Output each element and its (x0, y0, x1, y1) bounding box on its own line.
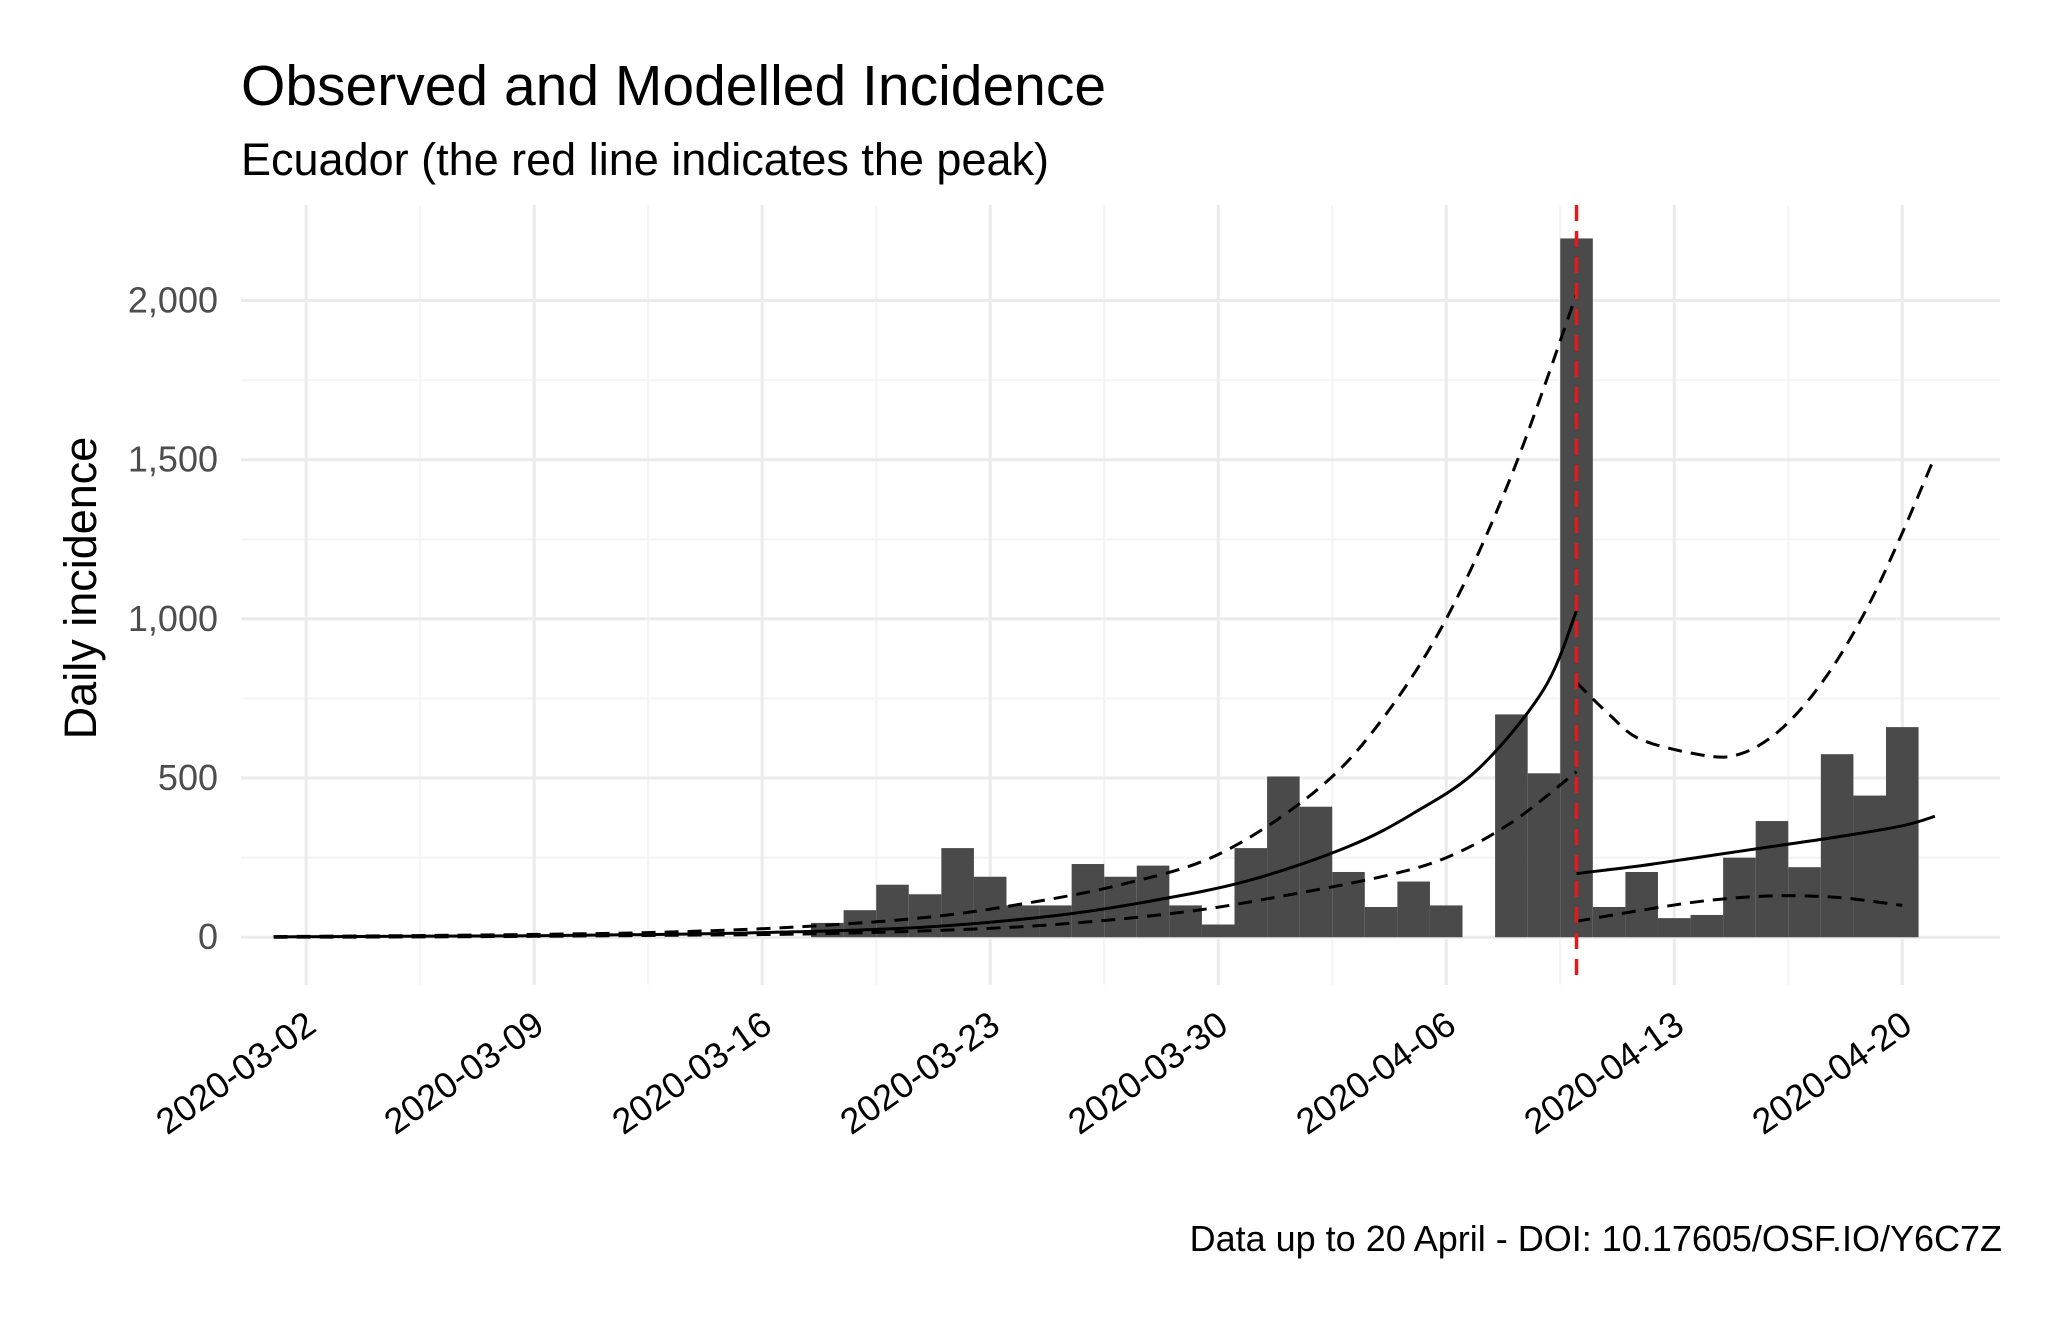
incidence-bar (1788, 867, 1821, 938)
y-axis-label: Daily incidence (55, 437, 106, 740)
y-tick-labels: 0 500 1,000 1,500 2,000 (128, 280, 218, 958)
incidence-bar (1592, 907, 1626, 938)
model-bound-line (1575, 455, 1937, 759)
model-bound-line (1576, 894, 1903, 923)
x-tick-label: 2020-03-09 (376, 1003, 550, 1142)
chart-subtitle: Ecuador (the red line indicates the peak… (241, 134, 1049, 185)
x-tick-label: 2020-03-02 (148, 1003, 322, 1142)
y-tick-label: 0 (198, 916, 218, 957)
incidence-bar (1234, 848, 1268, 938)
x-tick-label: 2020-03-23 (832, 1003, 1006, 1142)
incidence-bar (1755, 821, 1789, 938)
x-tick-label: 2020-04-06 (1288, 1003, 1462, 1142)
incidence-bar (1853, 795, 1886, 938)
incidence-bar (1397, 881, 1430, 938)
x-tick-label: 2020-03-30 (1060, 1003, 1234, 1142)
incidence-bar (1690, 914, 1724, 938)
x-tick-label: 2020-04-20 (1744, 1003, 1918, 1142)
incidence-bar (1201, 924, 1235, 938)
chart-title: Observed and Modelled Incidence (241, 54, 1107, 118)
grid-layer (241, 205, 2000, 985)
x-tick-label: 2020-04-13 (1516, 1003, 1690, 1142)
incidence-bar (1560, 238, 1593, 938)
y-tick-label: 500 (158, 757, 218, 798)
incidence-bar (941, 848, 974, 938)
y-tick-label: 2,000 (128, 280, 218, 321)
incidence-bar (1364, 907, 1398, 938)
incidence-bar (1071, 864, 1105, 938)
incidence-bar (1657, 918, 1691, 938)
y-tick-label: 1,000 (128, 598, 218, 639)
x-tick-label: 2020-03-16 (604, 1003, 778, 1142)
incidence-bar (1039, 905, 1072, 938)
incidence-bar (1429, 905, 1463, 938)
bar-layer (811, 238, 1919, 938)
chart-caption: Data up to 20 April - DOI: 10.17605/OSF.… (1189, 1218, 2002, 1259)
incidence-bar (1299, 806, 1333, 938)
model-median-line (273, 610, 1578, 939)
x-tick-labels: 2020-03-02 2020-03-09 2020-03-16 2020-03-23… (148, 1003, 1918, 1142)
model-bound-line (273, 293, 1578, 939)
y-tick-label: 1,500 (128, 439, 218, 480)
incidence-bar (1625, 871, 1658, 938)
incidence-bar (1267, 776, 1300, 938)
incidence-bar (1820, 754, 1854, 938)
incidence-bar (1527, 773, 1561, 938)
incidence-bar (1885, 727, 1919, 938)
incidence-bar (1495, 714, 1528, 938)
model-median-line (1576, 814, 1936, 876)
line-layer (273, 205, 1937, 985)
